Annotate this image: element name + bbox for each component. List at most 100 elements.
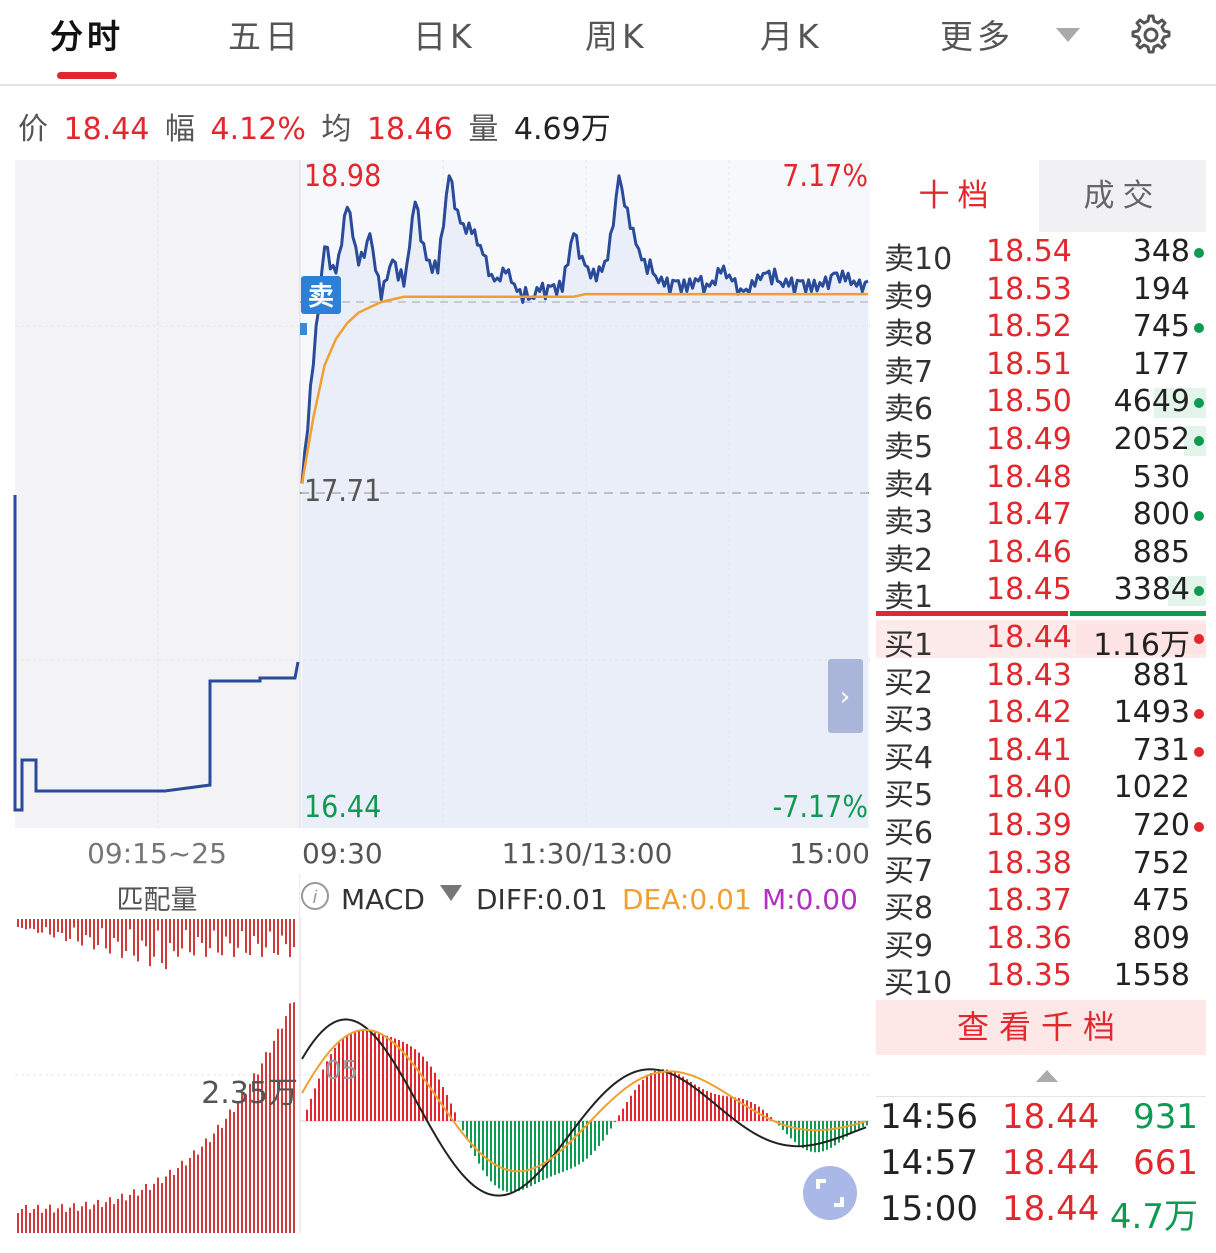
macd-bar [406, 1043, 408, 1121]
tab-weekly-k[interactable]: 周K [585, 17, 648, 56]
match-sell-bar [157, 919, 159, 931]
level-label: 卖2 [884, 542, 934, 578]
match-sell-bar [269, 919, 271, 932]
tab-intraday[interactable]: 分时 [50, 17, 124, 56]
level-label: 卖7 [884, 354, 934, 390]
bid-row[interactable]: 买10 18.35 1558 [876, 958, 1206, 1001]
level-price: 18.43 [986, 657, 1072, 693]
macd-panel [300, 875, 870, 1233]
trade-time: 14:56 [880, 1097, 978, 1137]
macd-bar [494, 1121, 496, 1186]
dea-value: DEA:0.01 [622, 883, 752, 916]
info-icon[interactable] [301, 882, 329, 910]
trades-divider [876, 1096, 1206, 1097]
match-sell-bar [193, 919, 195, 956]
tab-ten-levels[interactable]: 十档 [876, 160, 1039, 232]
macd-bar [542, 1121, 544, 1181]
match-buy-bar [177, 1167, 179, 1233]
ask-row[interactable]: 卖10 18.54 348 [876, 234, 1206, 277]
bid-row[interactable]: 买7 18.38 752 [876, 846, 1206, 889]
level-price: 18.49 [986, 422, 1072, 457]
bid-row[interactable]: 买1 18.44 1.16万 [876, 620, 1206, 663]
macd-selector[interactable]: MACD [341, 883, 425, 916]
view-1000-levels-button[interactable]: 查看千档 [876, 1000, 1206, 1055]
intraday-chart[interactable]: 卖 18.98 7.17% 17.71 16.44 -7.17% › 09:15… [0, 155, 875, 1245]
macd-bar [574, 1121, 576, 1167]
bid-row[interactable]: 买2 18.43 881 [876, 657, 1206, 701]
match-sell-bar [217, 919, 219, 953]
macd-dropdown-icon[interactable] [440, 885, 462, 901]
match-sell-bar [213, 919, 215, 931]
change-dot [1194, 746, 1204, 757]
macd-bar [798, 1121, 800, 1146]
macd-bar [742, 1099, 744, 1121]
level-volume: 3384 [1113, 572, 1190, 608]
tab-monthly-k[interactable]: 月K [760, 17, 823, 56]
level-price: 18.48 [986, 459, 1072, 495]
chevron-down-icon[interactable] [1054, 26, 1082, 44]
macd-bar [794, 1121, 796, 1143]
trade-price: 18.44 [1002, 1189, 1100, 1229]
macd-histogram [306, 1030, 868, 1193]
macd-bar [802, 1121, 804, 1149]
bid-row[interactable]: 买8 18.37 475 [876, 883, 1206, 926]
ask-row[interactable]: 卖1 18.45 3384 [876, 572, 1206, 615]
tab-daily-k[interactable]: 日K [413, 17, 476, 56]
ask-row[interactable]: 卖5 18.49 2052 [876, 422, 1206, 465]
match-sell-bar [41, 919, 43, 933]
ask-row[interactable]: 卖9 18.53 194 [876, 272, 1206, 315]
tab-five-day[interactable]: 五日 [228, 17, 302, 56]
period-tab-bar: 分时 五日 日K 周K 月K 更多 [0, 0, 1216, 86]
tab-more[interactable]: 更多 [940, 17, 1014, 56]
macd-bar [386, 1035, 388, 1121]
fullscreen-button[interactable] [803, 1166, 857, 1220]
match-buy-bar [249, 1083, 251, 1233]
macd-bar [854, 1121, 856, 1132]
match-sell-bar [29, 919, 31, 929]
match-sell-bar [61, 919, 63, 934]
level-price: 18.35 [986, 958, 1072, 994]
bid-row[interactable]: 买5 18.40 1022 [876, 770, 1206, 813]
macd-bar [562, 1121, 564, 1172]
macd-bar [510, 1121, 512, 1193]
match-buy-bar [281, 1028, 283, 1233]
chevron-up-icon[interactable] [1034, 1068, 1060, 1084]
ask-row[interactable]: 卖8 18.52 745 [876, 309, 1206, 352]
level-price: 18.45 [986, 572, 1072, 608]
bid-row[interactable]: 买9 18.36 809 [876, 921, 1206, 964]
gear-icon[interactable] [1126, 12, 1172, 58]
match-sell-bar [89, 919, 91, 938]
ask-row[interactable]: 卖7 18.51 177 [876, 347, 1206, 390]
bid-row[interactable]: 买3 18.42 1493 [876, 695, 1206, 738]
bid-row[interactable]: 买6 18.39 720 [876, 808, 1206, 851]
match-buy-bar [165, 1176, 167, 1233]
change-dot [1194, 709, 1204, 720]
expand-chart-handle[interactable] [828, 659, 863, 733]
macd-bar [818, 1121, 820, 1153]
match-buy-bar [129, 1194, 131, 1233]
macd-bar [662, 1069, 664, 1121]
ask-row[interactable]: 卖3 18.47 800 [876, 497, 1206, 540]
match-volume-panel [15, 875, 300, 1233]
ask-row[interactable]: 卖6 18.50 4649 [876, 384, 1206, 427]
macd-bar [710, 1092, 712, 1121]
macd-bar [754, 1104, 756, 1121]
macd-bar [790, 1121, 792, 1139]
macd-bar [482, 1121, 484, 1171]
sell-marker[interactable] [301, 276, 341, 314]
macd-bar [666, 1069, 668, 1121]
match-buy-bar [137, 1195, 139, 1233]
ask-row[interactable]: 卖2 18.46 885 [876, 535, 1206, 578]
ask-row[interactable]: 卖4 18.48 530 [876, 459, 1206, 503]
pre-market-line [13, 495, 300, 812]
macd-bar [606, 1121, 608, 1135]
tab-trades[interactable]: 成交 [1039, 160, 1206, 232]
macd-bar [842, 1121, 844, 1140]
match-buy-bar [193, 1150, 195, 1233]
macd-bar [414, 1049, 416, 1121]
fullscreen-icon [816, 1179, 844, 1207]
bid-row[interactable]: 买4 18.41 731 [876, 733, 1206, 776]
level-price: 18.54 [986, 234, 1072, 269]
macd-bar [442, 1086, 444, 1121]
macd-bar [830, 1121, 832, 1148]
